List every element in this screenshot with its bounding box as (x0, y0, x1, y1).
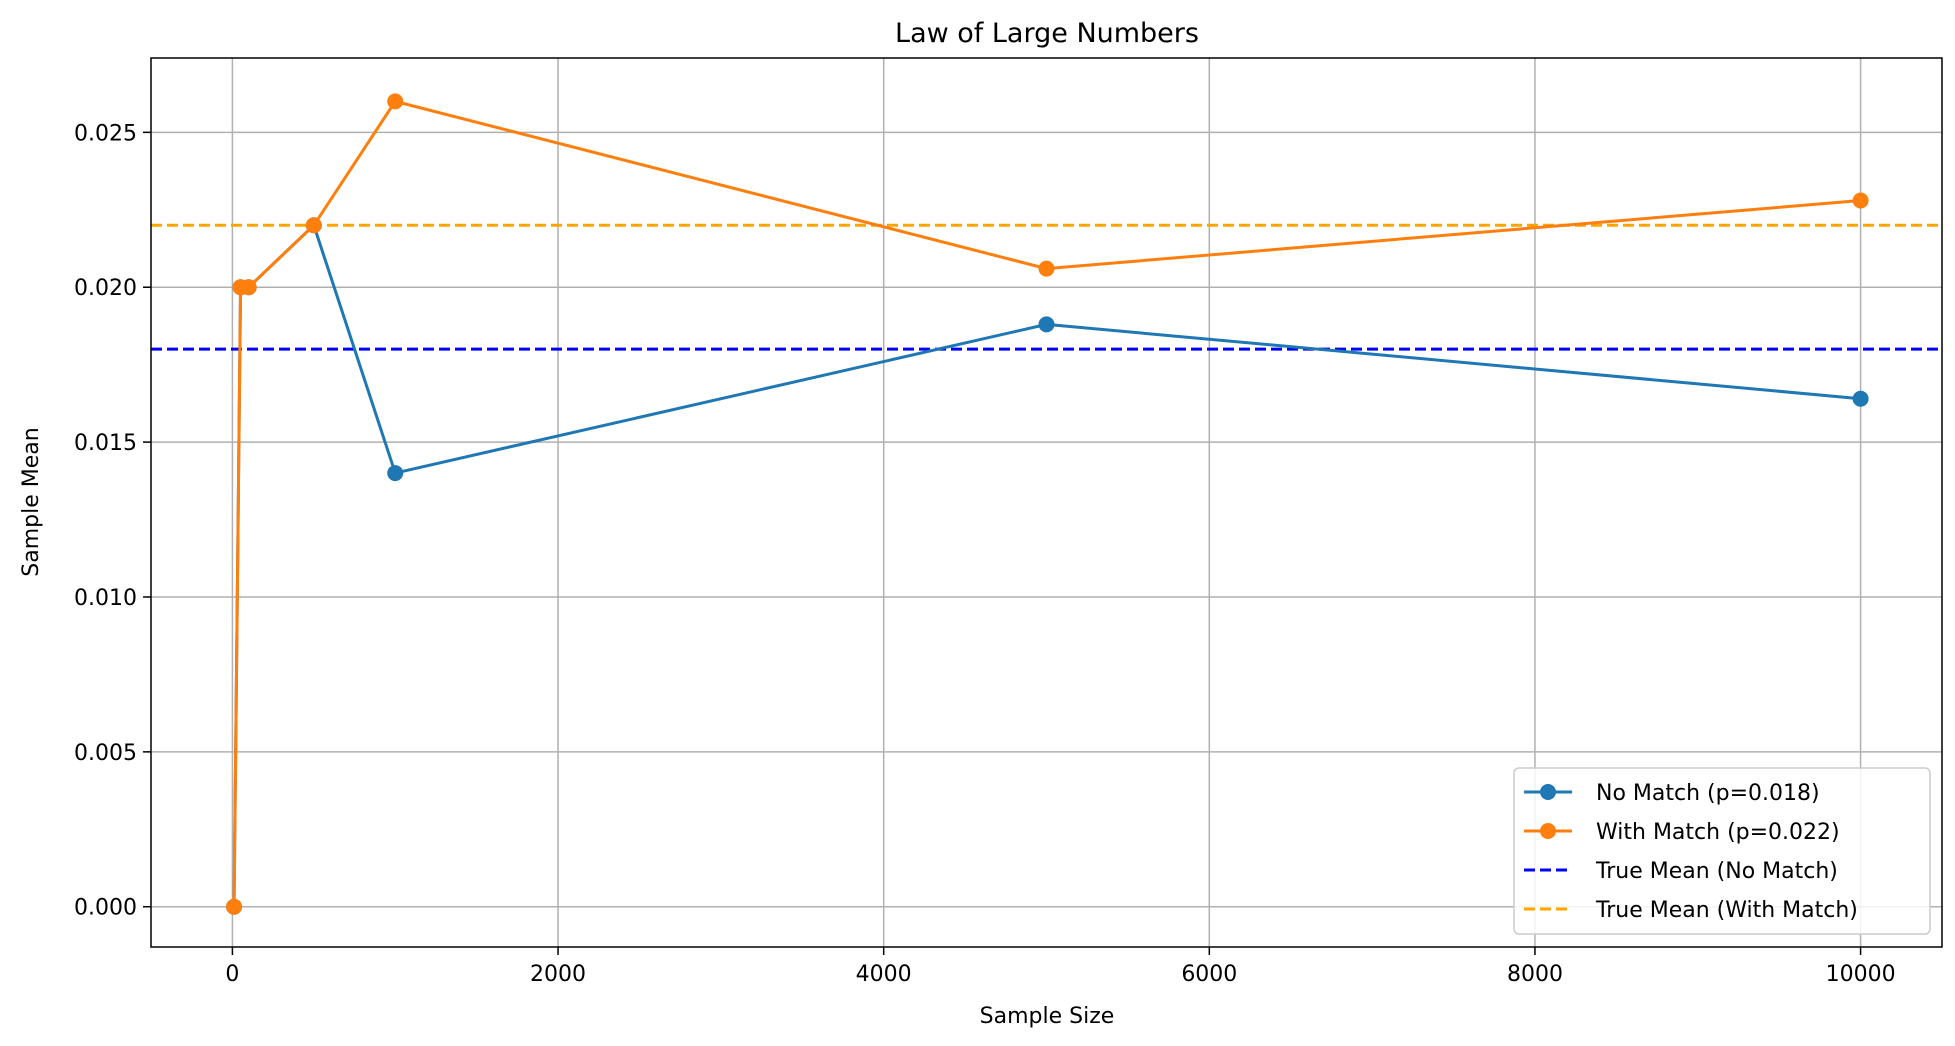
x-tick-label: 8000 (1507, 962, 1563, 987)
reference-lines (151, 223, 1942, 351)
axis-ticks: 0 2000 4000 6000 8000 10000 0.000 0.005 0.010 0.0… (74, 121, 1896, 987)
x-axis-label: Sample Size (980, 1004, 1115, 1029)
y-tick-label: 0.000 (74, 896, 137, 921)
legend-box (1513, 767, 1931, 935)
legend-label: True Mean (With Match) (1595, 898, 1858, 923)
legend-entry: True Mean (With Match) (1524, 898, 1858, 923)
data-point (387, 93, 404, 110)
legend-label: With Match (p=0.022) (1596, 820, 1840, 845)
data-point (1038, 316, 1055, 333)
x-tick-label: 0 (225, 962, 239, 987)
legend: No Match (p=0.018) With Match (p=0.022) Tr… (1513, 767, 1931, 935)
data-point (240, 279, 257, 296)
y-tick-label: 0.010 (74, 586, 137, 611)
y-tick-label: 0.020 (74, 276, 137, 301)
chart-title: Law of Large Numbers (895, 18, 1199, 49)
legend-marker (1540, 823, 1556, 839)
y-tick-label: 0.025 (74, 121, 137, 146)
data-point (1852, 192, 1869, 209)
legend-label: True Mean (No Match) (1595, 859, 1838, 884)
data-point (387, 465, 404, 482)
x-tick-label: 10000 (1826, 962, 1896, 987)
data-point (1038, 260, 1055, 277)
legend-entry: No Match (p=0.018) (1524, 781, 1820, 806)
data-point (1852, 390, 1869, 407)
data-point (226, 898, 243, 915)
y-tick-label: 0.005 (74, 741, 137, 766)
legend-marker (1540, 784, 1556, 800)
legend-entry: True Mean (No Match) (1524, 859, 1838, 884)
series-2 (226, 93, 1869, 915)
data-series (226, 93, 1869, 915)
legend-label: No Match (p=0.018) (1596, 781, 1820, 806)
data-point (305, 217, 322, 234)
y-tick-label: 0.015 (74, 431, 137, 456)
y-axis-label: Sample Mean (19, 427, 44, 576)
legend-entry: With Match (p=0.022) (1524, 820, 1840, 845)
x-tick-label: 6000 (1181, 962, 1237, 987)
plot-frame (150, 57, 1943, 948)
x-tick-label: 4000 (856, 962, 912, 987)
x-tick-label: 2000 (530, 962, 586, 987)
